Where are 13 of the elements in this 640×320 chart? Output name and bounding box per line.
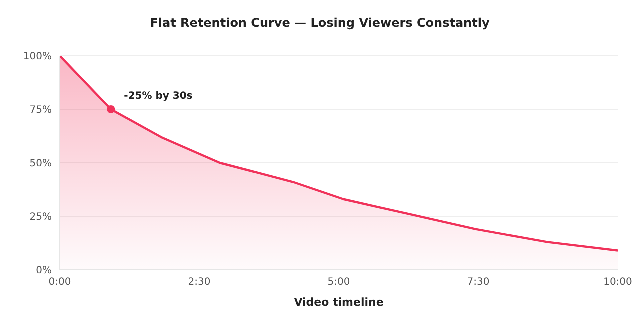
annotation: -25% by 30s (124, 91, 193, 102)
chart-title: Flat Retention Curve — Losing Viewers Constantly (149, 15, 491, 32)
y-tick-label: 25% (30, 212, 52, 224)
x-tick-label: 7:30 (467, 277, 490, 288)
x-tick-label: 10:00 (604, 277, 632, 288)
y-tick-label: 75% (30, 105, 52, 116)
y-tick-label: 0% (36, 266, 52, 277)
x-axis-title: Video timeline (294, 296, 384, 309)
x-tick-label: 2:30 (188, 277, 211, 288)
x-tick-label: 0:00 (48, 277, 72, 288)
y-tick-label: 50% (30, 158, 52, 170)
x-tick-label: 5:00 (328, 277, 350, 288)
y-tick-label: 100% (23, 52, 52, 63)
